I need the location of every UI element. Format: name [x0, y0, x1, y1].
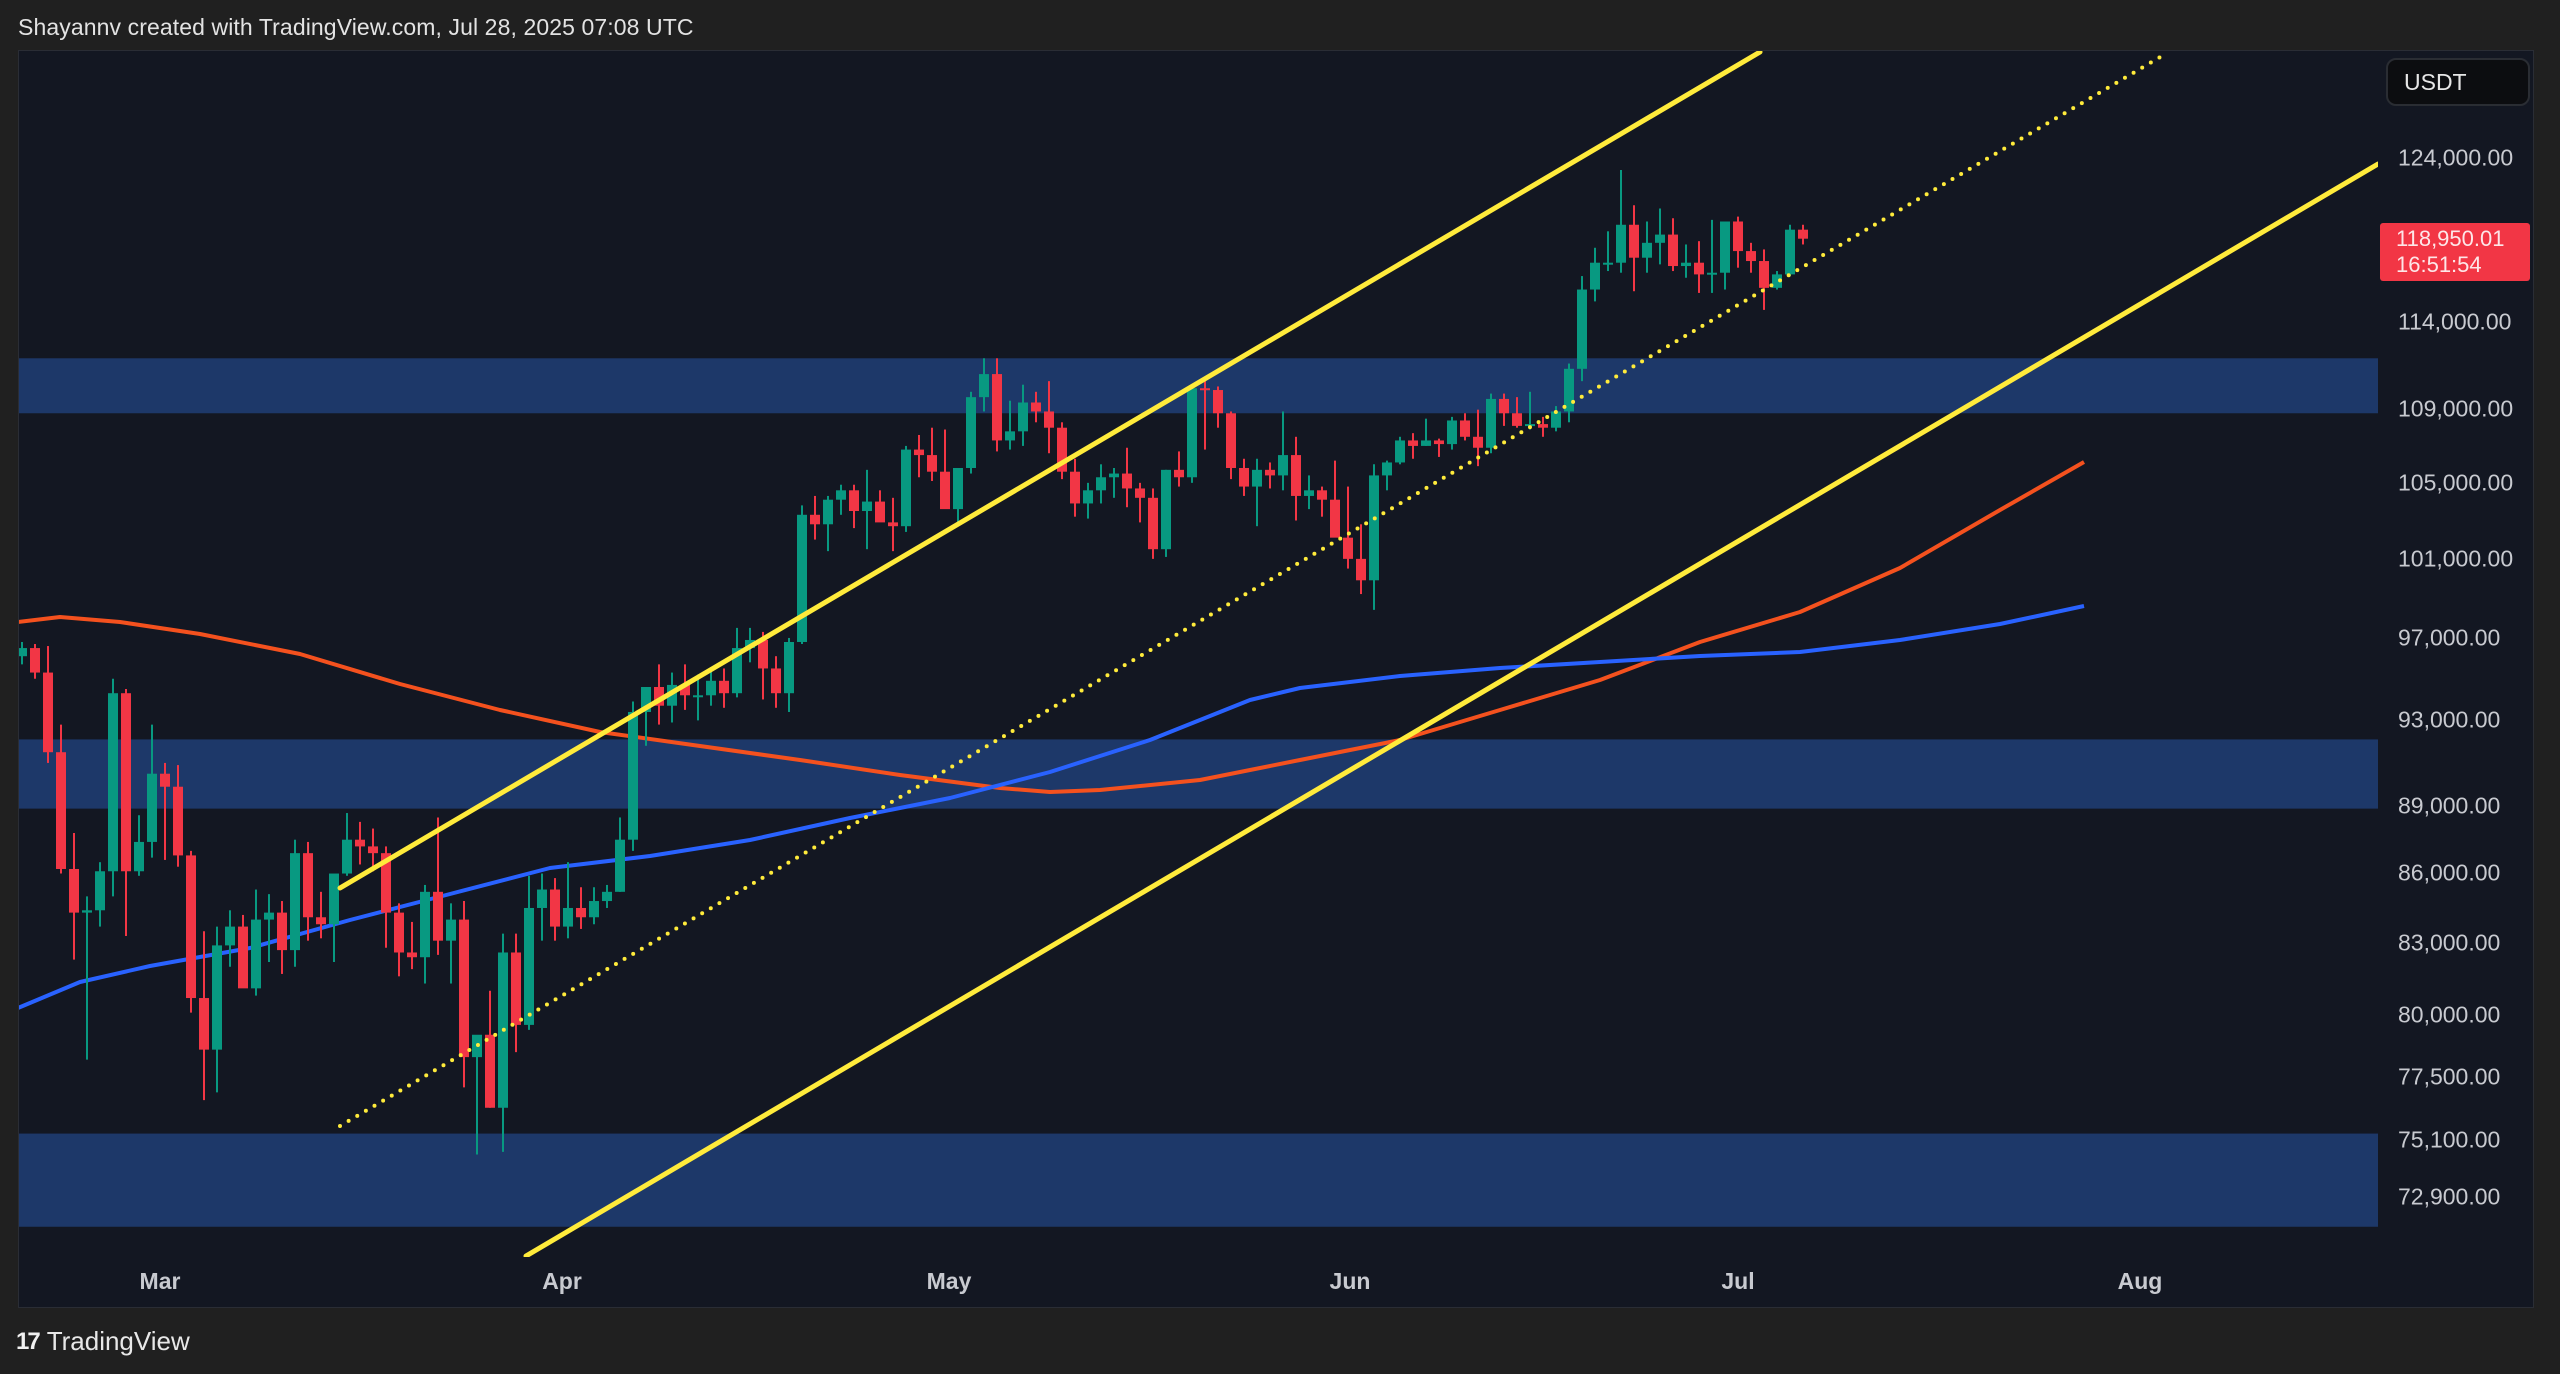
mid-zone[interactable] — [19, 739, 2378, 809]
price-axis-label: 83,000.00 — [2398, 929, 2501, 956]
chart-pane[interactable] — [18, 50, 2534, 1308]
price-axis-label: 89,000.00 — [2398, 792, 2501, 819]
price-axis-label: 93,000.00 — [2398, 706, 2501, 733]
price-axis-label: 80,000.00 — [2398, 1001, 2501, 1028]
tradingview-logo[interactable]: 17 TradingView — [16, 1326, 190, 1357]
price-axis-label: 77,500.00 — [2398, 1063, 2501, 1090]
channel-upper-line — [337, 51, 1763, 891]
price-axis-label: 114,000.00 — [2398, 308, 2512, 335]
price-axis-label: 72,900.00 — [2398, 1183, 2501, 1210]
time-axis-label: May — [926, 1268, 972, 1294]
time-axis-label: Jul — [1721, 1268, 1755, 1294]
price-axis-label: 101,000.00 — [2398, 545, 2514, 572]
time-axis-label: Jun — [1329, 1268, 1371, 1294]
ma-orange-line[interactable] — [18, 460, 2085, 794]
bar-countdown: 16:51:54 — [2396, 252, 2482, 277]
currency-selector[interactable]: USDT — [2386, 58, 2530, 106]
tradingview-logo-text: TradingView — [46, 1326, 190, 1356]
time-axis-label: Aug — [2117, 1268, 2163, 1294]
tradingview-logo-icon: 17 — [16, 1327, 41, 1355]
candlestick-series — [19, 169, 1808, 1155]
time-axis-label: Mar — [139, 1268, 181, 1294]
last-price-label: 118,950.01 16:51:54 — [2380, 223, 2530, 281]
channel-lower-line — [523, 161, 2378, 1257]
price-axis-label: 86,000.00 — [2398, 859, 2501, 886]
price-axis-label: 75,100.00 — [2398, 1126, 2501, 1153]
price-axis-label: 109,000.00 — [2398, 395, 2514, 422]
time-axis-label: Apr — [542, 1268, 582, 1294]
moving-averages — [18, 460, 2085, 1010]
channel-midline-dotted — [338, 54, 2164, 1128]
price-axis-label: 97,000.00 — [2398, 624, 2501, 651]
parallel-channel[interactable] — [337, 51, 2378, 1257]
support-zone[interactable] — [19, 1133, 2378, 1227]
price-axis-label: 124,000.00 — [2398, 144, 2514, 171]
chart-attribution: Shayannv created with TradingView.com, J… — [18, 14, 694, 40]
price-axis-label: 105,000.00 — [2398, 469, 2514, 496]
last-price-value: 118,950.01 — [2396, 226, 2505, 251]
ma-blue-line[interactable] — [18, 604, 2085, 1010]
resistance-zone[interactable] — [19, 358, 2378, 414]
horizontal-zones — [19, 358, 2378, 1227]
